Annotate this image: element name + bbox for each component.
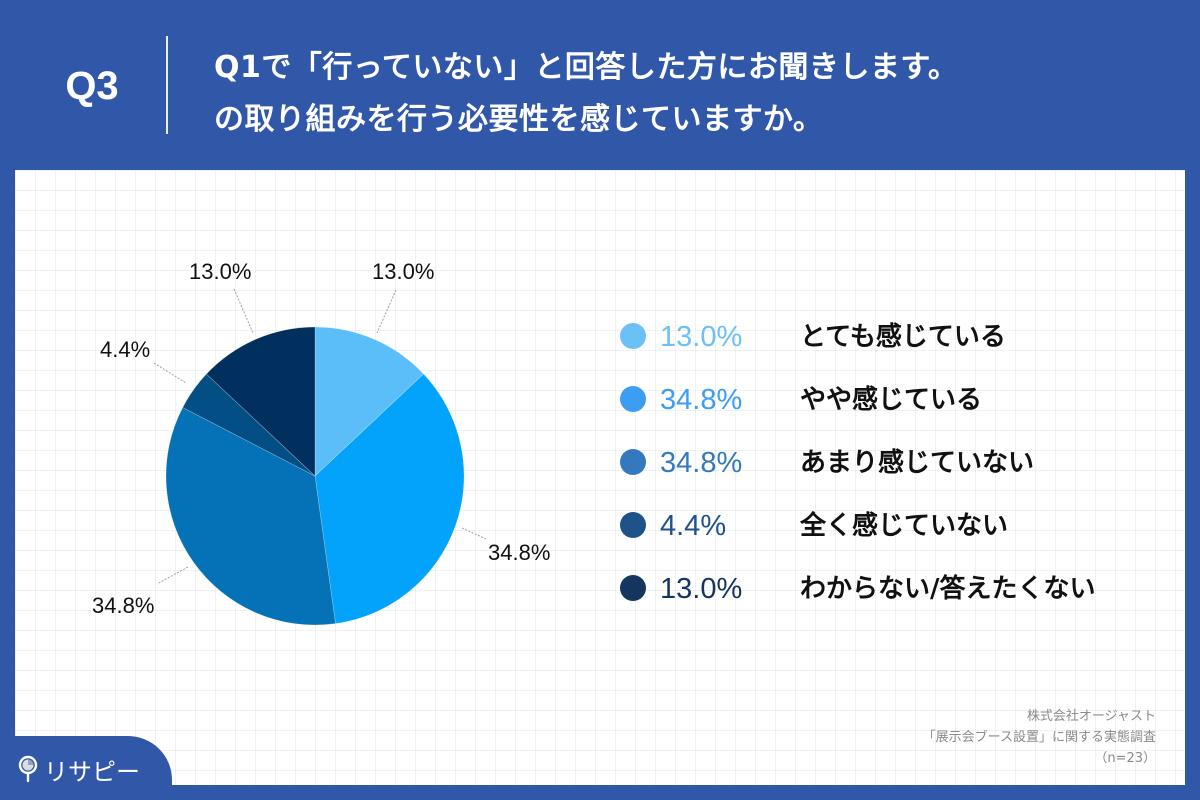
pie-slice-2: [314, 373, 465, 624]
legend-dot-icon: [620, 449, 646, 475]
legend-label: やや感じている: [800, 385, 983, 415]
pie-slice-3: [165, 407, 336, 626]
legend-dot-icon: [620, 575, 646, 601]
brand-logo: リサピー: [18, 755, 140, 789]
question-line-1: Q1で「行っていない」と回答した方にお聞きします。: [214, 50, 959, 85]
leader-line-1: [376, 289, 397, 334]
map-pin-pie-icon: [18, 755, 38, 789]
legend-percent: 34.8%: [660, 384, 743, 416]
pie-slice-5: [205, 326, 316, 477]
legend-percent: 13.0%: [660, 573, 743, 605]
question-line-2: の取り組みを行う必要性を感じていますか。: [214, 102, 824, 137]
legend-percent: 13.0%: [660, 321, 743, 353]
pie-label-1: 13.0%: [372, 259, 435, 284]
legend-item: 13.0% わからない/答えたくない: [620, 572, 1160, 606]
question-header: Q3 Q1で「行っていない」と回答した方にお聞きします。 の取り組みを行う必要性…: [0, 0, 1200, 170]
legend-item: 4.4% 全く感じていない: [620, 509, 1160, 543]
leader-line-4: [153, 362, 187, 384]
legend-dot-icon: [620, 323, 646, 349]
source-note: 株式会社オージャスト 「展示会ブース設置」に関する実態調査 （n=23）: [923, 706, 1156, 769]
pie-label-3: 34.8%: [92, 593, 155, 618]
pie-slice-1: [314, 326, 425, 477]
question-title: Q1で「行っていない」と回答した方にお聞きします。 の取り組みを行う必要性を感じ…: [214, 42, 958, 146]
legend-percent: 34.8%: [660, 447, 743, 479]
legend-item: 34.8% あまり感じていない: [620, 446, 1160, 480]
legend-label: わからない/答えたくない: [800, 574, 1096, 604]
header-divider: [166, 36, 168, 134]
legend-item: 34.8% やや感じている: [620, 383, 1160, 417]
legend-label: とても感じている: [800, 322, 1006, 352]
legend-item: 13.0% とても感じている: [620, 320, 1160, 354]
legend-label: 全く感じていない: [800, 511, 1009, 541]
leader-line-5: [233, 288, 254, 334]
brand-name: リサピー: [44, 758, 140, 786]
pie-label-5: 13.0%: [189, 259, 252, 284]
pie-label-2: 34.8%: [488, 540, 551, 565]
question-number: Q3: [65, 64, 119, 108]
legend-label: あまり感じていない: [800, 448, 1035, 478]
source-survey: 「展示会ブース設置」に関する実態調査: [922, 730, 1156, 745]
pie-label-4: 4.4%: [100, 337, 151, 362]
legend-dot-icon: [620, 512, 646, 538]
legend-dot-icon: [620, 386, 646, 412]
source-company: 株式会社オージャスト: [1026, 709, 1156, 724]
leader-line-3: [156, 566, 189, 585]
leader-line-2: [461, 527, 487, 540]
pie-slice-4: [182, 373, 316, 477]
legend-percent: 4.4%: [660, 510, 727, 542]
source-sample-size: （n=23）: [1094, 751, 1156, 766]
